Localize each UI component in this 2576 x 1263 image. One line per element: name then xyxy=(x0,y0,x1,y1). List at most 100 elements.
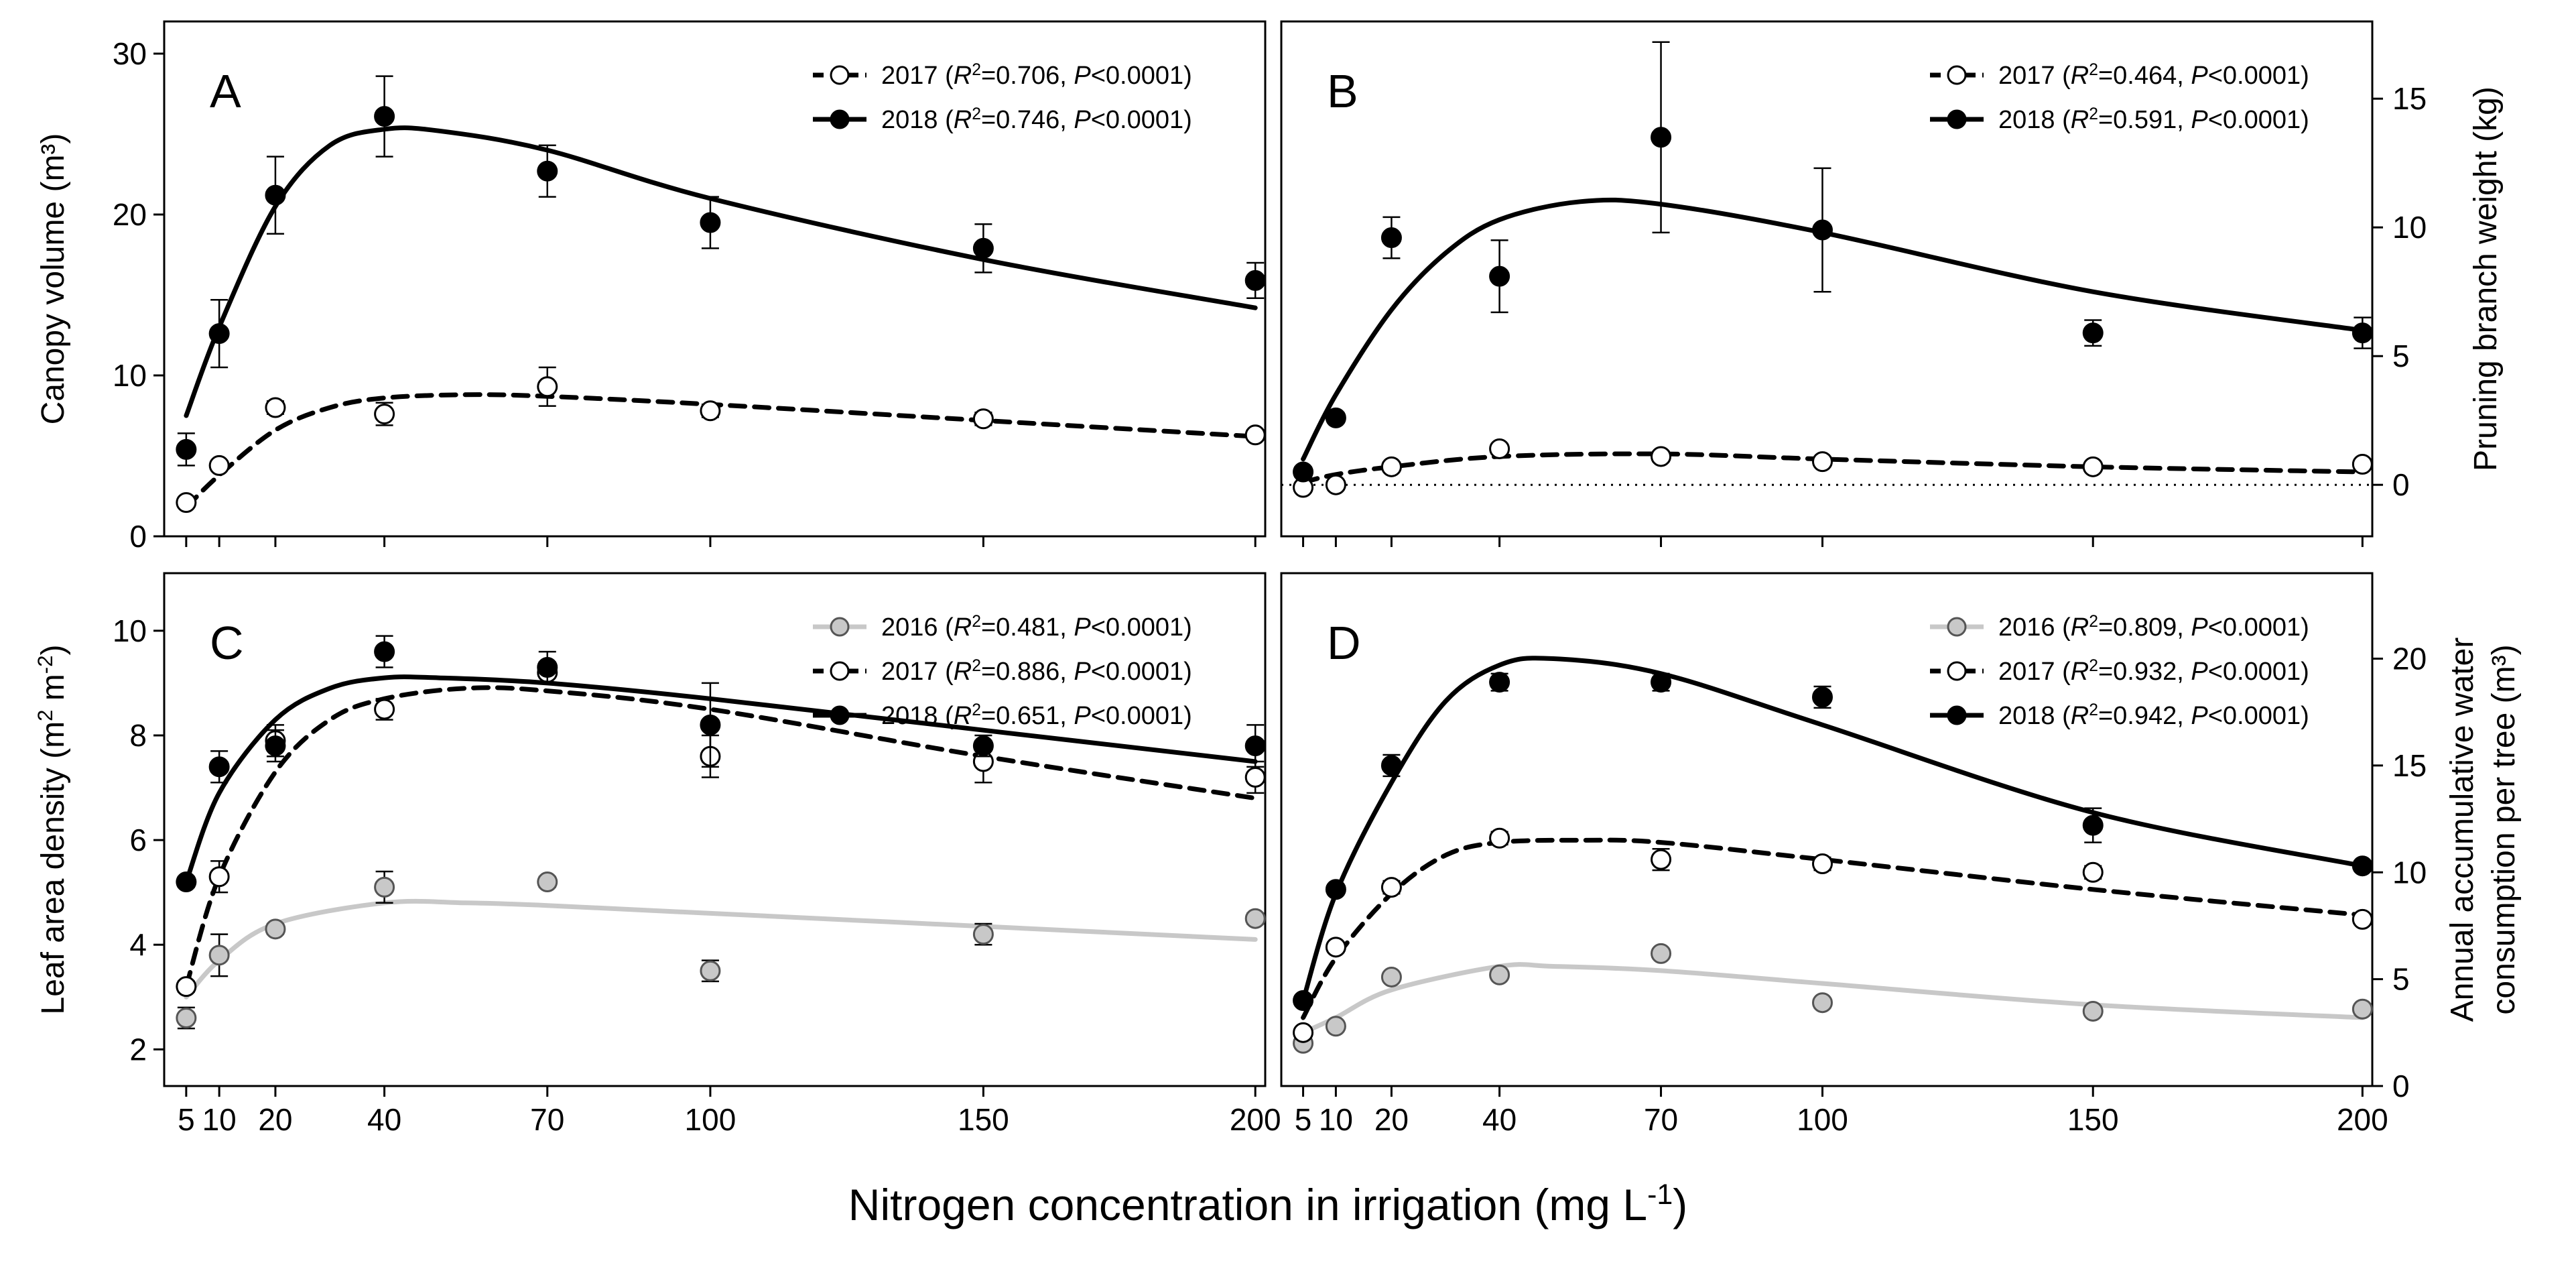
y-axis-title: Pruning branch weight (kg) xyxy=(2468,86,2504,471)
data-point xyxy=(1489,438,1510,459)
x-tick-label: 200 xyxy=(1230,1102,1281,1137)
data-point xyxy=(1651,943,1672,964)
data-point xyxy=(176,976,197,998)
panel-letter: B xyxy=(1327,65,1358,117)
x-tick-label: 150 xyxy=(958,1102,1009,1137)
legend-marker xyxy=(830,661,850,681)
data-point xyxy=(1651,849,1672,870)
legend-marker xyxy=(1947,65,1967,85)
data-point xyxy=(1325,407,1346,428)
panel-a: 0 10 20 30 Canopy volume (m³) A 2017 (R2=0.706… xyxy=(36,20,1267,554)
fit-curve xyxy=(184,685,1258,989)
data-point xyxy=(208,455,230,476)
data-point xyxy=(700,960,721,981)
data-point xyxy=(1325,1016,1346,1037)
x-tick-label: 40 xyxy=(1482,1102,1517,1137)
legend-label: 2017 (R2=0.932, P<0.0001) xyxy=(1998,657,2309,686)
legend-label: 2016 (R2=0.481, P<0.0001) xyxy=(881,613,1192,642)
data-point xyxy=(2082,861,2104,883)
data-point xyxy=(208,866,230,888)
data-point xyxy=(1244,735,1266,757)
data-point xyxy=(1811,686,1833,708)
fit-curve xyxy=(184,898,1258,1000)
y-tick-label: 6 xyxy=(129,823,147,857)
legend-label: 2017 (R2=0.706, P<0.0001) xyxy=(881,61,1192,91)
data-point xyxy=(1325,937,1346,958)
data-point xyxy=(1811,451,1833,473)
data-point xyxy=(208,323,230,345)
fit-curve xyxy=(184,392,1258,510)
data-point xyxy=(537,376,558,398)
panel-letter: C xyxy=(210,617,244,669)
x-tick-label: 10 xyxy=(202,1102,237,1137)
data-point xyxy=(1244,424,1266,446)
x-tick-label: 200 xyxy=(2337,1102,2388,1137)
y-axis-title: Leaf area density (m2 m-2) xyxy=(34,645,72,1015)
legend: 2017 (R2=0.464, P<0.0001) 2018 (R2=0.591,… xyxy=(1930,61,2309,134)
x-tick-label: 100 xyxy=(685,1102,736,1137)
legend-marker xyxy=(1947,705,1967,725)
x-tick-label: 40 xyxy=(367,1102,401,1137)
data-point xyxy=(1325,879,1346,900)
data-point xyxy=(972,735,994,757)
series-2016 xyxy=(176,870,1266,1030)
data-point xyxy=(2082,1000,2104,1022)
data-point xyxy=(2082,322,2104,344)
data-point xyxy=(972,237,994,259)
data-point xyxy=(176,492,197,514)
series-2017 xyxy=(1293,438,2373,498)
data-point xyxy=(537,160,558,182)
data-point xyxy=(1489,827,1510,849)
data-point xyxy=(1651,446,1672,467)
data-point xyxy=(1380,877,1402,898)
data-point xyxy=(265,735,286,757)
legend-label: 2017 (R2=0.464, P<0.0001) xyxy=(1998,61,2309,91)
plot-frame xyxy=(1280,572,2374,1087)
plot-frame xyxy=(163,572,1267,1087)
data-point xyxy=(537,657,558,678)
fit-curve xyxy=(184,125,1258,418)
fit-curve xyxy=(1301,451,2365,485)
legend-marker xyxy=(1947,661,1967,681)
data-point xyxy=(374,106,395,127)
fit-curve xyxy=(1301,962,2365,1035)
fit-curve xyxy=(184,674,1258,885)
y-axis-title-line: consumption per tree (m³) xyxy=(2486,644,2522,1014)
data-point xyxy=(2352,998,2373,1020)
y-tick-label: 20 xyxy=(2392,642,2427,676)
legend: 2016 (R2=0.809, P<0.0001) 2017 (R2=0.932,… xyxy=(1930,613,2309,730)
data-point xyxy=(208,756,230,778)
data-point xyxy=(2352,453,2373,475)
legend-marker xyxy=(830,617,850,637)
data-point xyxy=(1811,992,1833,1014)
data-point xyxy=(2082,456,2104,477)
data-point xyxy=(374,404,395,425)
panel-b: 0 5 10 15 Pruning branch weight (kg) B 2017 (R… xyxy=(1280,20,2504,547)
data-point xyxy=(374,876,395,898)
x-tick-label: 10 xyxy=(1319,1102,1353,1137)
y-tick-label: 10 xyxy=(113,613,147,648)
series-2016 xyxy=(1293,943,2373,1054)
legend-label: 2016 (R2=0.809, P<0.0001) xyxy=(1998,613,2309,642)
data-point xyxy=(265,184,286,206)
legend-label: 2018 (R2=0.651, P<0.0001) xyxy=(881,701,1192,731)
y-tick-label: 10 xyxy=(113,358,147,393)
x-tick-label: 5 xyxy=(1295,1102,1312,1137)
fit-curve xyxy=(1301,837,2365,1020)
y-tick-label: 10 xyxy=(2392,210,2427,245)
series-2018 xyxy=(176,635,1266,893)
data-point xyxy=(1293,990,1314,1011)
y-tick-label: 8 xyxy=(129,718,147,753)
data-point xyxy=(700,212,721,233)
y-axis-title-line: Annual accumulative water xyxy=(2445,638,2480,1022)
data-point xyxy=(2352,908,2373,930)
y-tick-label: 15 xyxy=(2392,81,2427,116)
data-point xyxy=(208,945,230,966)
legend-label: 2018 (R2=0.746, P<0.0001) xyxy=(881,105,1192,135)
x-tick-label: 70 xyxy=(530,1102,564,1137)
series-2018 xyxy=(1293,656,2373,1011)
data-point xyxy=(1380,456,1402,477)
data-point xyxy=(374,699,395,720)
